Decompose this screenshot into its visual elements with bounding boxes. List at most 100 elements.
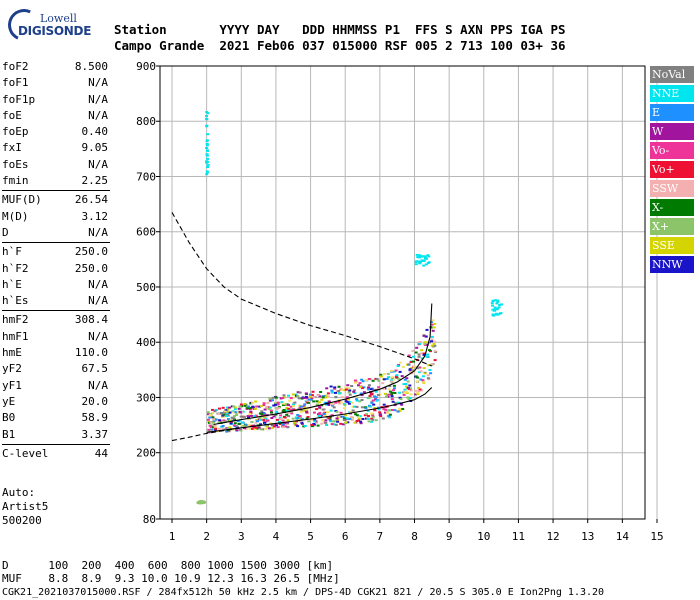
param-value: N/A: [88, 157, 108, 171]
echo-pixel: [336, 418, 340, 421]
echo-pixel: [213, 410, 217, 413]
echo-pixel: [430, 335, 434, 338]
echo-pixel: [210, 428, 213, 431]
echo-pixel: [271, 396, 275, 399]
echo-pixel: [259, 418, 263, 421]
echo-pixel: [407, 363, 411, 366]
echo-pixel: [226, 408, 230, 411]
echo-pixel: [267, 427, 271, 430]
echo-pixel: [331, 404, 335, 407]
echo-pixel: [305, 396, 308, 399]
echo-pixel: [405, 391, 409, 394]
echo-pixel: [266, 402, 270, 405]
echo-pixel: [255, 426, 258, 429]
echo-pixel: [242, 425, 246, 428]
echo-pixel: [217, 412, 221, 415]
echo-pixel: [239, 415, 243, 418]
echo-pixel: [390, 391, 394, 394]
echo-pixel: [253, 428, 257, 431]
echo-pixel: [398, 396, 402, 399]
echo-pixel: [423, 341, 427, 344]
param-row: foF1p N/A: [2, 92, 110, 108]
echo-pixel: [263, 422, 266, 424]
echo-pixel: [405, 390, 409, 393]
echo-pixel: [268, 406, 272, 409]
echo-pixel: [405, 377, 409, 380]
echo-pixel: [344, 388, 348, 391]
muf-distance-table: D 100 200 400 600 800 1000 1500 3000 [km…: [2, 559, 340, 585]
echo-pixel: [384, 396, 388, 398]
plot-frame: [159, 65, 646, 520]
echo-pixel: [377, 387, 381, 390]
echo-pixel: [379, 415, 383, 418]
echo-pixel: [386, 411, 389, 414]
echo-pixel: [274, 396, 278, 399]
echo-pixel: [389, 380, 393, 383]
param-name: h`F: [2, 245, 22, 259]
echo-pixel: [223, 410, 227, 413]
echo-pixel: [281, 419, 285, 422]
echo-pixel: [286, 412, 290, 415]
echo-pixel: [206, 163, 210, 166]
echo-pixel: [205, 154, 209, 157]
echo-pixel: [321, 396, 325, 399]
echo-pixel: [420, 255, 424, 258]
echo-pixel: [286, 419, 290, 422]
echo-pixel: [224, 409, 228, 412]
echo-pixel: [321, 419, 325, 421]
echo-pixel: [289, 405, 293, 408]
echo-pixel: [400, 403, 404, 406]
x-tick-label: 8: [411, 530, 418, 543]
echo-pixel: [412, 355, 415, 358]
param-value: 3.37: [81, 427, 109, 441]
echo-pixel: [355, 399, 359, 402]
echo-pixel: [387, 388, 391, 391]
echo-pixel: [404, 383, 408, 385]
echo-pixel: [247, 405, 251, 408]
echo-pixel: [235, 429, 239, 432]
echo-pixel: [490, 302, 494, 305]
echo-pixel: [497, 306, 501, 309]
echo-pixel: [222, 413, 226, 416]
echo-pixel: [346, 401, 350, 404]
echo-pixel: [417, 390, 421, 393]
echo-pixel: [300, 397, 304, 400]
echo-pixel: [303, 403, 307, 406]
echo-pixel: [307, 398, 311, 401]
echo-pixel: [415, 253, 419, 256]
echo-pixel: [390, 395, 394, 398]
echo-pixel: [300, 417, 304, 420]
param-value: N/A: [88, 92, 108, 106]
echo-pixel: [337, 402, 341, 405]
echo-pixel: [296, 414, 300, 416]
echo-pixel: [367, 384, 371, 387]
echo-pixel: [415, 380, 419, 383]
auto-artist: Artist5: [2, 500, 49, 513]
echo-pixel: [430, 320, 433, 323]
echo-pixel: [391, 378, 395, 381]
echo-pixel: [233, 411, 237, 414]
polarization-legend: NoVal NNE E W Vo- Vo+ SSW X- X+ SSE NNW: [650, 66, 694, 275]
echo-pixel: [217, 427, 221, 430]
echo-pixel: [420, 352, 423, 355]
y-tick-label: 900: [136, 60, 156, 73]
echo-pixel: [405, 385, 408, 388]
echo-pixel: [292, 421, 296, 424]
param-row: M(D) 3.12: [2, 209, 110, 225]
echo-pixel: [225, 430, 229, 433]
echo-pixel: [293, 401, 297, 404]
echo-pixel: [212, 420, 216, 423]
echo-pixel: [224, 420, 228, 423]
echo-pixel: [344, 398, 348, 401]
echo-pixel: [341, 423, 345, 426]
echo-pixel: [292, 403, 295, 406]
echo-pixel: [326, 392, 330, 395]
echo-pixel: [208, 416, 212, 419]
echo-pixel: [289, 410, 293, 413]
echo-pixel: [248, 407, 252, 409]
echo-pixel: [236, 411, 240, 414]
echo-pixel: [281, 397, 285, 399]
echo-pixel: [280, 401, 284, 404]
echo-pixel: [492, 309, 496, 312]
echo-pixel: [198, 501, 202, 504]
